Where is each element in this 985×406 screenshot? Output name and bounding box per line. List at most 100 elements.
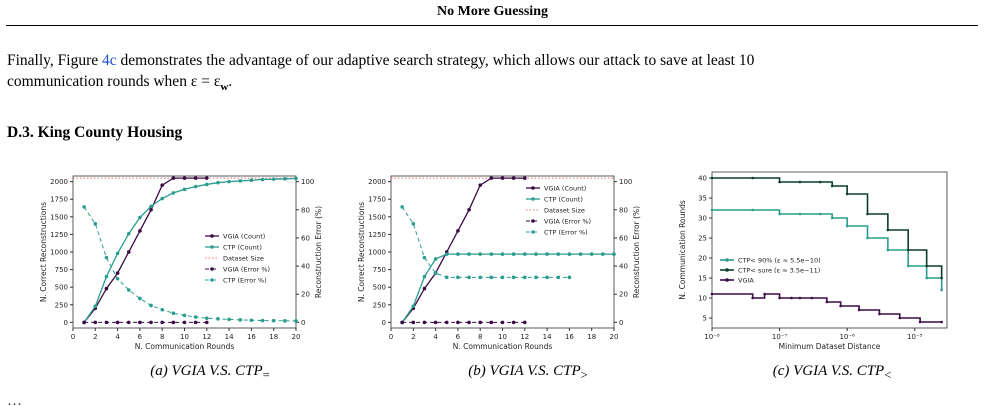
caption-b-label: (b) VGIA V.S. CTP — [468, 363, 581, 379]
x-tick-label: 8 — [160, 333, 164, 341]
data-point — [578, 252, 583, 256]
data-point — [845, 192, 849, 196]
data-point — [182, 187, 187, 192]
y-tick-label: 500 — [55, 284, 68, 292]
data-point — [825, 300, 829, 304]
x-tick-label: 6 — [138, 333, 143, 341]
data-point — [205, 320, 209, 325]
data-point — [182, 313, 187, 318]
y-tick-label: 250 — [55, 301, 68, 309]
data-point — [205, 316, 209, 320]
chart-a: 0 2 4 6 8 10 12 14 16 18 2002505007501000125015001… — [39, 175, 323, 351]
legend-label: CTP< 90% (ε ≈ 5.5e−10) — [738, 257, 821, 265]
data-point — [422, 255, 427, 260]
data-point — [205, 182, 209, 187]
data-point — [193, 176, 198, 180]
data-point — [545, 252, 549, 256]
data-point — [193, 315, 198, 319]
data-point — [589, 252, 594, 256]
legend-label: VGIA (Error %) — [544, 218, 591, 226]
data-point — [523, 275, 527, 280]
caption-c: (c) VGIA V.S. CTP< — [712, 363, 952, 383]
data-point — [138, 296, 142, 301]
y2-tick-label: 60 — [619, 234, 628, 242]
x-axis-label: Minimum Dataset Distance — [779, 342, 881, 351]
data-point — [93, 320, 98, 325]
data-point — [456, 275, 460, 280]
data-point — [918, 320, 922, 324]
data-point — [898, 316, 902, 320]
figure-b: 0 2 4 6 8 10 12 14 16 18 20 0 250 500 750 1000 1250 1500 1… — [357, 168, 650, 354]
y-tick-label: 500 — [373, 284, 386, 292]
header-rule — [6, 25, 978, 26]
x-tick-label: 16 — [565, 333, 574, 341]
data-point — [171, 320, 176, 325]
legend-label: CTP (Error %) — [223, 277, 267, 285]
data-point — [422, 286, 427, 291]
data-point — [500, 176, 505, 180]
data-point — [489, 252, 494, 256]
data-point — [523, 320, 527, 325]
data-point — [906, 248, 910, 252]
data-point — [149, 207, 153, 212]
series-line — [401, 177, 525, 323]
legend-marker — [210, 278, 214, 282]
y-tick-label: 1000 — [368, 249, 386, 257]
data-point — [260, 177, 265, 182]
section-title: D.3. King County Housing — [7, 124, 183, 141]
data-point — [433, 320, 438, 325]
data-point — [93, 222, 98, 226]
legend-label: VGIA (Count) — [223, 233, 265, 241]
data-point — [467, 252, 471, 256]
data-point — [778, 212, 781, 216]
legend-label: CTP (Count) — [544, 196, 583, 204]
legend-label: VGIA — [738, 277, 754, 285]
x-tick-label: 10⁻⁵ — [907, 333, 923, 341]
data-point — [500, 275, 505, 280]
legend-label: VGIA (Error %) — [223, 266, 270, 274]
data-point — [160, 196, 164, 201]
plot-frame — [711, 171, 948, 329]
x-tick-label: 0 — [389, 333, 393, 341]
truncated-text-line: … — [7, 393, 22, 406]
data-point — [115, 251, 120, 256]
data-point — [556, 275, 561, 280]
data-point — [104, 274, 109, 279]
data-point — [149, 204, 153, 209]
data-point — [857, 308, 861, 312]
x-tick-label: 8 — [478, 333, 482, 341]
y-tick-label: 250 — [373, 301, 386, 309]
legend-label: Dataset Size — [223, 255, 264, 263]
legend-marker — [210, 234, 214, 238]
data-point — [830, 216, 834, 220]
data-point — [193, 320, 198, 325]
data-point — [205, 176, 209, 180]
y-tick-label: 2000 — [368, 178, 386, 186]
y-tick-label: 750 — [373, 266, 386, 274]
y2-tick-label: 20 — [619, 291, 628, 299]
data-point — [456, 320, 460, 325]
legend-marker — [210, 267, 214, 271]
y-tick-label: 1500 — [50, 213, 68, 221]
figure-link[interactable]: 4c — [102, 52, 117, 69]
data-point — [478, 320, 482, 325]
data-point — [138, 215, 142, 220]
data-point — [534, 275, 538, 280]
data-point — [467, 320, 471, 325]
data-point — [249, 178, 254, 183]
data-point — [601, 252, 605, 256]
data-point — [238, 179, 243, 183]
data-point — [500, 320, 505, 325]
chart-c: 10⁻⁸ 10⁻⁷ 10⁻⁶ 10⁻⁵ 5 10 15 20 25 30 35 40 Minimum D… — [678, 171, 948, 351]
y-tick-label: 1250 — [50, 231, 68, 239]
x-tick-label: 14 — [543, 333, 552, 341]
x-tick-label: 4 — [115, 333, 120, 341]
data-point — [294, 176, 298, 181]
y2-tick-label: 100 — [619, 178, 632, 186]
data-point — [138, 229, 142, 233]
series-line — [83, 177, 297, 323]
data-point — [160, 307, 164, 312]
data-point — [478, 183, 482, 187]
data-point — [138, 320, 142, 325]
y-tick-label: 15 — [698, 275, 707, 283]
